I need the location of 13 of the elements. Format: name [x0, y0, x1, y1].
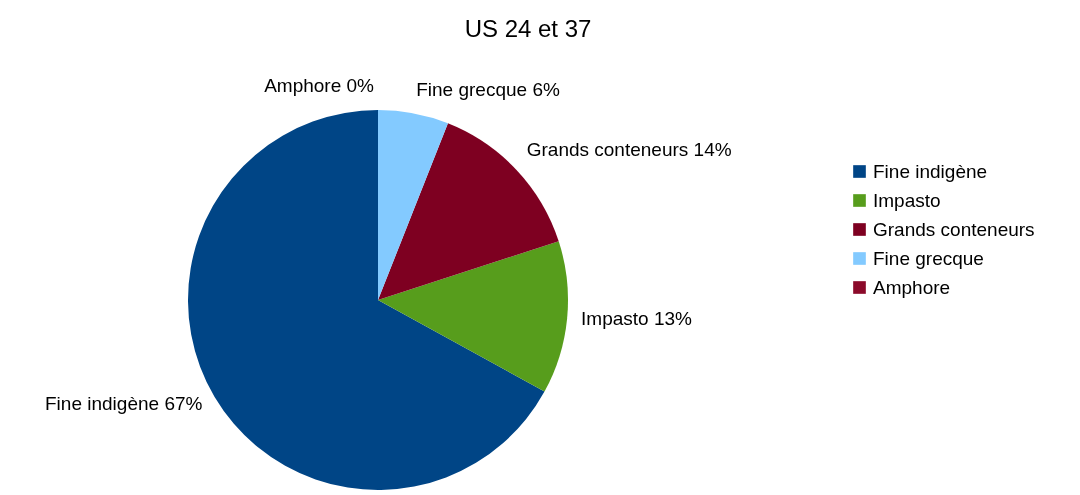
pie-slice — [378, 110, 448, 300]
pie-slice — [378, 241, 568, 392]
legend-label: Impasto — [873, 189, 941, 211]
category-label: Fine indigène 67% — [45, 392, 203, 414]
category-label: Grands conteneurs 14% — [526, 139, 732, 161]
legend-label: Grands conteneurs — [873, 218, 1035, 240]
legend-label: Fine indigène — [873, 160, 988, 182]
category-label: Fine grecque 6% — [416, 78, 560, 100]
legend-label: Fine grecque — [873, 247, 984, 269]
legend-label: Amphore — [873, 276, 951, 298]
chart-title: US 24 et 37 — [464, 15, 592, 42]
category-label: Amphore 0% — [264, 75, 374, 96]
category-label: Impasto 13% — [581, 308, 692, 330]
